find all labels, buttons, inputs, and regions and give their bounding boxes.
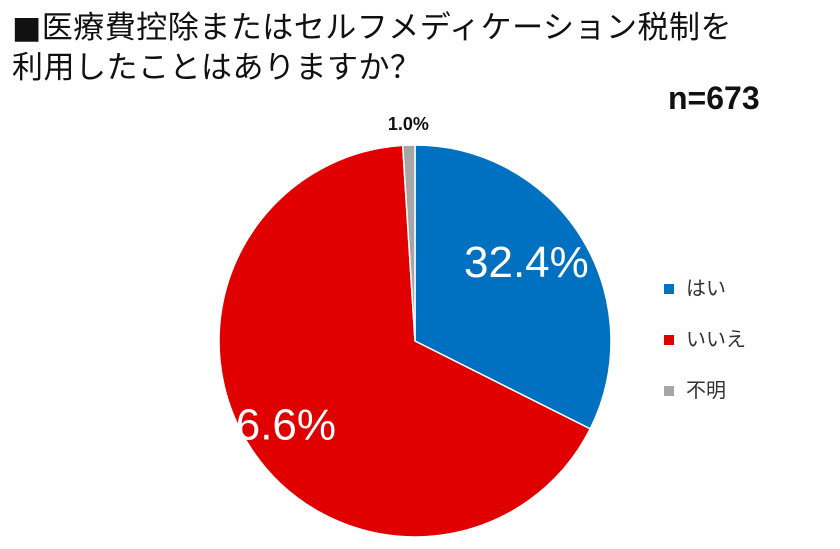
pie-slice-yes	[414, 144, 612, 430]
legend-swatch-yes	[664, 284, 674, 294]
chart-title-line-2: 利用したことはありますか？	[12, 50, 422, 86]
legend-label-yes: はい	[686, 276, 726, 300]
sample-size-label: n=673	[668, 80, 760, 116]
legend-swatch-unknown	[664, 386, 674, 396]
data-label-yes: 32.4%	[464, 238, 589, 287]
legend-label-unknown: 不明	[686, 378, 726, 402]
data-label-no: 66.6%	[211, 401, 336, 450]
chart-title: ■医療費控除またはセルフメディケーション税制を 利用したことはありますか？	[12, 8, 732, 88]
legend-swatch-no	[664, 335, 674, 345]
pie-slice-unknown	[401, 144, 416, 342]
legend-label-no: いいえ	[686, 327, 746, 351]
data-label-unknown: 1.0%	[388, 114, 429, 134]
chart-title-line-1: ■医療費控除またはセルフメディケーション税制を	[12, 10, 732, 46]
pie-slice-no	[218, 144, 592, 538]
